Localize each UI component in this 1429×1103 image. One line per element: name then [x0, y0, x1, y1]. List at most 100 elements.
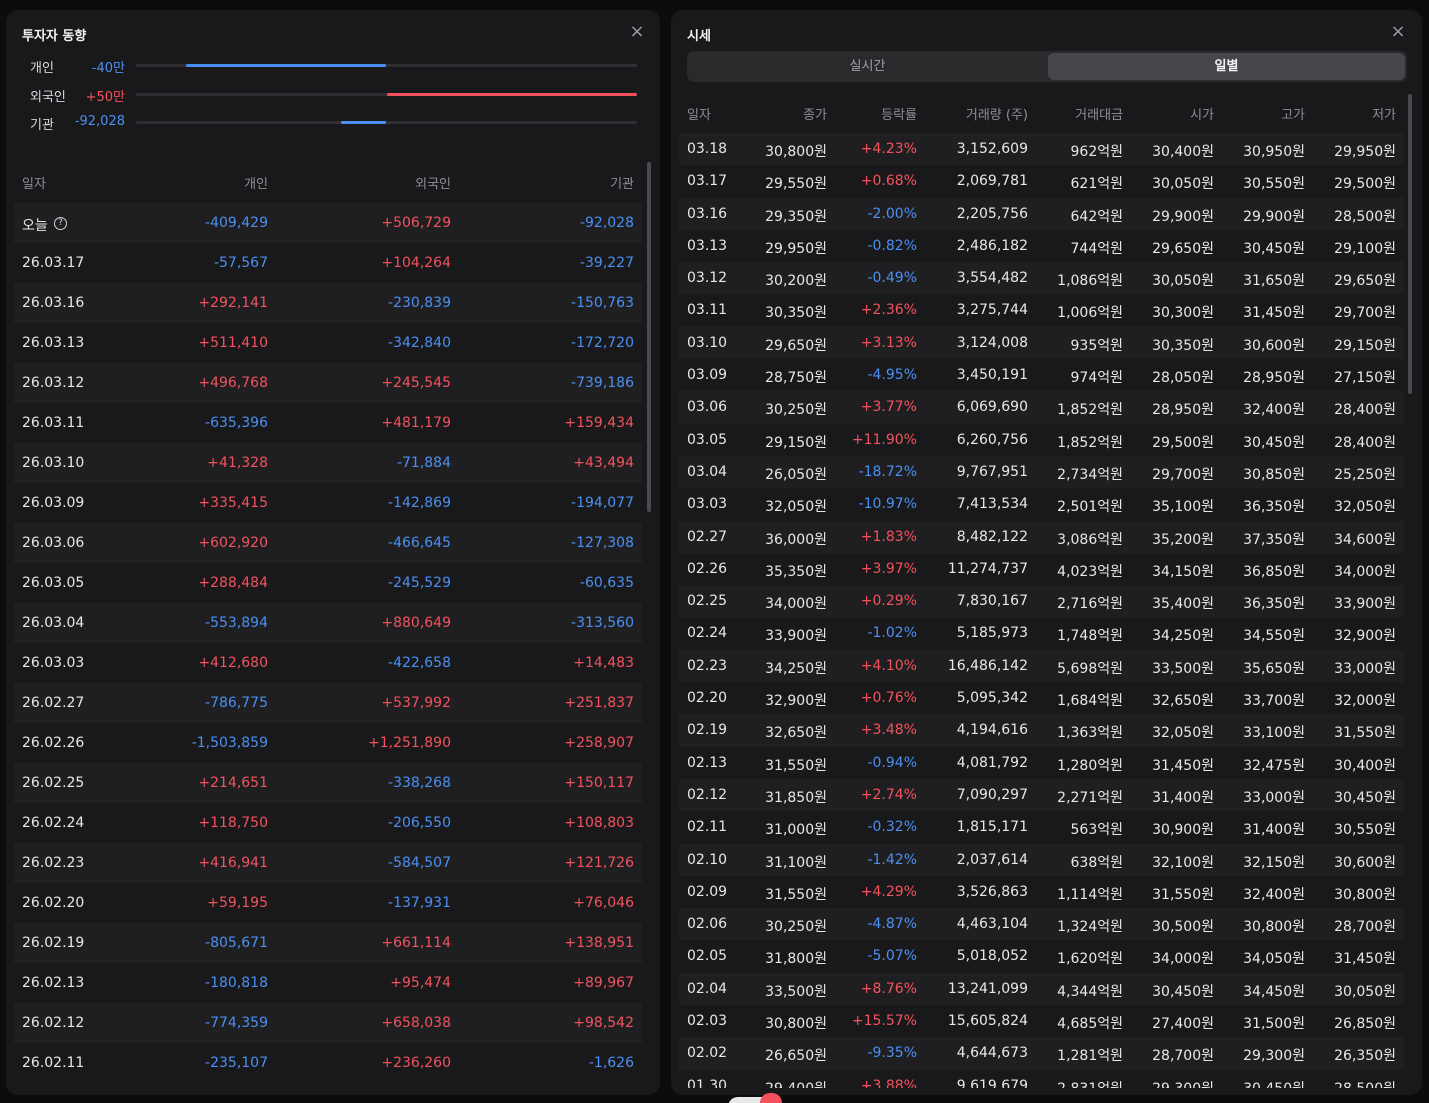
table-row[interactable]: 26.03.12 +496,768 +245,545 -739,186: [14, 363, 642, 403]
row-volume: 2,205,756: [956, 205, 1028, 222]
table-row[interactable]: 26.02.25 +214,651 -338,268 +150,117: [14, 763, 642, 803]
row-institution: -1,626: [588, 1055, 634, 1071]
table-row[interactable]: 26.02.19 -805,671 +661,114 +138,951: [14, 923, 642, 963]
table-row[interactable]: 02.11 31,000원 -0.32% 1,815,171 563억원 30,900원 3…: [679, 811, 1404, 843]
row-date: 26.02.26: [22, 735, 85, 751]
row-volume: 7,830,167: [956, 593, 1028, 610]
row-individual: +416,941: [198, 855, 268, 871]
table-row[interactable]: 26.03.13 +511,410 -342,840 -172,720: [14, 323, 642, 363]
header-close[interactable]: 종가: [803, 108, 827, 123]
close-icon[interactable]: ×: [1390, 21, 1406, 42]
table-row[interactable]: 02.09 31,550원 +4.29% 3,526,863 1,114억원 31,550…: [679, 876, 1404, 908]
row-close: 35,350원: [765, 563, 827, 580]
table-row[interactable]: 03.11 30,350원 +2.36% 3,275,744 1,006억원 30,300…: [679, 294, 1404, 326]
table-row[interactable]: 26.03.16 +292,141 -230,839 -150,763: [14, 283, 642, 323]
close-icon[interactable]: ×: [629, 21, 645, 42]
table-row[interactable]: 03.12 30,200원 -0.49% 3,554,482 1,086억원 30,050…: [679, 262, 1404, 295]
table-row[interactable]: 02.03 30,800원 +15.57% 15,605,824 4,685억원 27,4…: [679, 1005, 1404, 1037]
header-individual[interactable]: 개인: [244, 177, 268, 192]
scrollbar[interactable]: [1408, 94, 1412, 394]
row-amount: 1,114억원: [1057, 886, 1123, 903]
table-row[interactable]: 26.03.09 +335,415 -142,869 -194,077: [14, 483, 642, 523]
header-low[interactable]: 저가: [1372, 108, 1396, 123]
table-row[interactable]: 02.26 35,350원 +3.97% 11,274,737 4,023억원 34,15…: [679, 553, 1404, 585]
table-row[interactable]: 03.03 32,050원 -10.97% 7,413,534 2,501억원 35,10…: [679, 488, 1404, 520]
row-amount: 1,363억원: [1057, 725, 1123, 742]
table-row[interactable]: 26.03.06 +602,920 -466,645 -127,308: [14, 523, 642, 563]
row-volume: 3,124,008: [956, 334, 1028, 351]
header-foreign[interactable]: 외국인: [415, 177, 451, 192]
scrollbar[interactable]: [647, 162, 651, 512]
header-institution[interactable]: 기관: [610, 177, 634, 192]
table-row[interactable]: 02.13 31,550원 -0.94% 4,081,792 1,280억원 31,450…: [679, 747, 1404, 779]
table-row[interactable]: 26.02.12 -774,359 +658,038 +98,542: [14, 1003, 642, 1043]
table-row[interactable]: 02.05 31,800원 -5.07% 5,018,052 1,620억원 34,000…: [679, 940, 1404, 972]
row-date: 02.13: [687, 754, 728, 771]
header-date[interactable]: 일자: [22, 177, 46, 192]
header-open[interactable]: 시가: [1190, 108, 1214, 123]
header-amount[interactable]: 거래대금: [1075, 108, 1123, 123]
row-amount: 1,006억원: [1057, 305, 1123, 322]
tab-daily[interactable]: 일별: [1048, 53, 1405, 80]
row-volume: 4,081,792: [956, 754, 1028, 771]
header-volume[interactable]: 거래량 (주): [965, 108, 1028, 123]
table-row[interactable]: 03.10 29,650원 +3.13% 3,124,008 935억원 30,350원 3…: [679, 326, 1404, 360]
table-row[interactable]: 26.03.03 +412,680 -422,658 +14,483: [14, 643, 642, 683]
row-volume: 6,260,756: [956, 431, 1028, 448]
table-row[interactable]: 02.02 26,650원 -9.35% 4,644,673 1,281억원 28,700…: [679, 1037, 1404, 1070]
table-row[interactable]: 02.19 32,650원 +3.48% 4,194,616 1,363억원 32,050…: [679, 714, 1404, 747]
table-row[interactable]: 26.03.10 +41,328 -71,884 +43,494: [14, 443, 642, 483]
table-row[interactable]: 03.06 30,250원 +3.77% 6,069,690 1,852억원 28,950…: [679, 391, 1404, 424]
table-row[interactable]: 02.10 31,100원 -1.42% 2,037,614 638억원 32,100원 3…: [679, 843, 1404, 876]
table-row[interactable]: 26.02.27 -786,775 +537,992 +251,837: [14, 683, 642, 723]
table-row[interactable]: 02.06 30,250원 -4.87% 4,463,104 1,324억원 30,500…: [679, 908, 1404, 941]
table-row[interactable]: 26.03.11 -635,396 +481,179 +159,434: [14, 403, 642, 443]
row-foreign: +661,114: [381, 935, 451, 951]
row-volume: 3,526,863: [956, 883, 1028, 900]
row-institution: -172,720: [571, 335, 634, 351]
table-row[interactable]: 03.16 29,350원 -2.00% 2,205,756 642억원 29,900원 2…: [679, 197, 1404, 230]
table-row[interactable]: 26.02.24 +118,750 -206,550 +108,803: [14, 803, 642, 843]
table-row[interactable]: 02.25 34,000원 +0.29% 7,830,167 2,716억원 35,400…: [679, 585, 1404, 618]
header-high[interactable]: 고가: [1281, 108, 1305, 123]
table-row[interactable]: 26.02.26 -1,503,859 +1,251,890 +258,907: [14, 723, 642, 763]
row-date: 오늘: [22, 218, 48, 234]
row-date: 26.02.13: [22, 975, 85, 991]
table-row[interactable]: 02.24 33,900원 -1.02% 5,185,973 1,748억원 34,250…: [679, 617, 1404, 649]
row-change: +0.68%: [860, 173, 917, 190]
table-row[interactable]: 오늘? -409,429 +506,729 -92,028: [14, 203, 642, 243]
table-row[interactable]: 26.02.11 -235,107 +236,260 -1,626: [14, 1043, 642, 1083]
table-row[interactable]: 26.03.17 -57,567 +104,264 -39,227: [14, 243, 642, 283]
table-row[interactable]: 02.23 34,250원 +4.10% 16,486,142 5,698억원 33,50…: [679, 649, 1404, 683]
row-change: +1.83%: [860, 528, 917, 545]
table-row[interactable]: 03.05 29,150원 +11.90% 6,260,756 1,852억원 29,50…: [679, 424, 1404, 456]
table-row[interactable]: 03.17 29,550원 +0.68% 2,069,781 621억원 30,050원 3…: [679, 165, 1404, 197]
row-date: 02.02: [687, 1045, 728, 1062]
table-row[interactable]: 26.02.13 -180,818 +95,474 +89,967: [14, 963, 642, 1003]
table-row[interactable]: 26.03.04 -553,894 +880,649 -313,560: [14, 603, 642, 643]
table-row[interactable]: 03.18 30,800원 +4.23% 3,152,609 962억원 30,400원 3…: [679, 133, 1404, 166]
table-row[interactable]: 01.30 29,400원 +3.88% 9,619,679 2,831억원 29,300…: [679, 1070, 1404, 1088]
row-high: 33,700원: [1243, 693, 1305, 710]
table-row[interactable]: 03.09 28,750원 -4.95% 3,450,191 974억원 28,050원 2…: [679, 359, 1404, 391]
table-row[interactable]: 02.12 31,850원 +2.74% 7,090,297 2,271억원 31,400…: [679, 778, 1404, 812]
row-high: 28,950원: [1243, 370, 1305, 387]
header-date[interactable]: 일자: [687, 108, 711, 123]
row-date: 26.03.12: [22, 375, 85, 391]
table-row[interactable]: 26.02.20 +59,195 -137,931 +76,046: [14, 883, 642, 923]
table-row[interactable]: 03.04 26,050원 -18.72% 9,767,951 2,734억원 29,70…: [679, 455, 1404, 489]
row-high: 34,050원: [1243, 951, 1305, 968]
table-row[interactable]: 26.02.23 +416,941 -584,507 +121,726: [14, 843, 642, 883]
bottom-toggle[interactable]: [728, 1097, 772, 1103]
row-change: +4.10%: [860, 657, 917, 674]
table-row[interactable]: 02.27 36,000원 +1.83% 8,482,122 3,086억원 35,200…: [679, 520, 1404, 553]
table-row[interactable]: 02.04 33,500원 +8.76% 13,241,099 4,344억원 30,45…: [679, 972, 1404, 1006]
table-row[interactable]: 02.20 32,900원 +0.76% 5,095,342 1,684억원 32,650…: [679, 682, 1404, 714]
row-foreign: +245,545: [381, 375, 451, 391]
row-low: 28,500원: [1334, 208, 1396, 225]
table-row[interactable]: 03.13 29,950원 -0.82% 2,486,182 744억원 29,650원 3…: [679, 230, 1404, 262]
help-icon[interactable]: ?: [54, 217, 67, 230]
header-change[interactable]: 등락률: [881, 108, 917, 123]
table-row[interactable]: 26.03.05 +288,484 -245,529 -60,635: [14, 563, 642, 603]
tab-realtime[interactable]: 실시간: [849, 59, 886, 74]
